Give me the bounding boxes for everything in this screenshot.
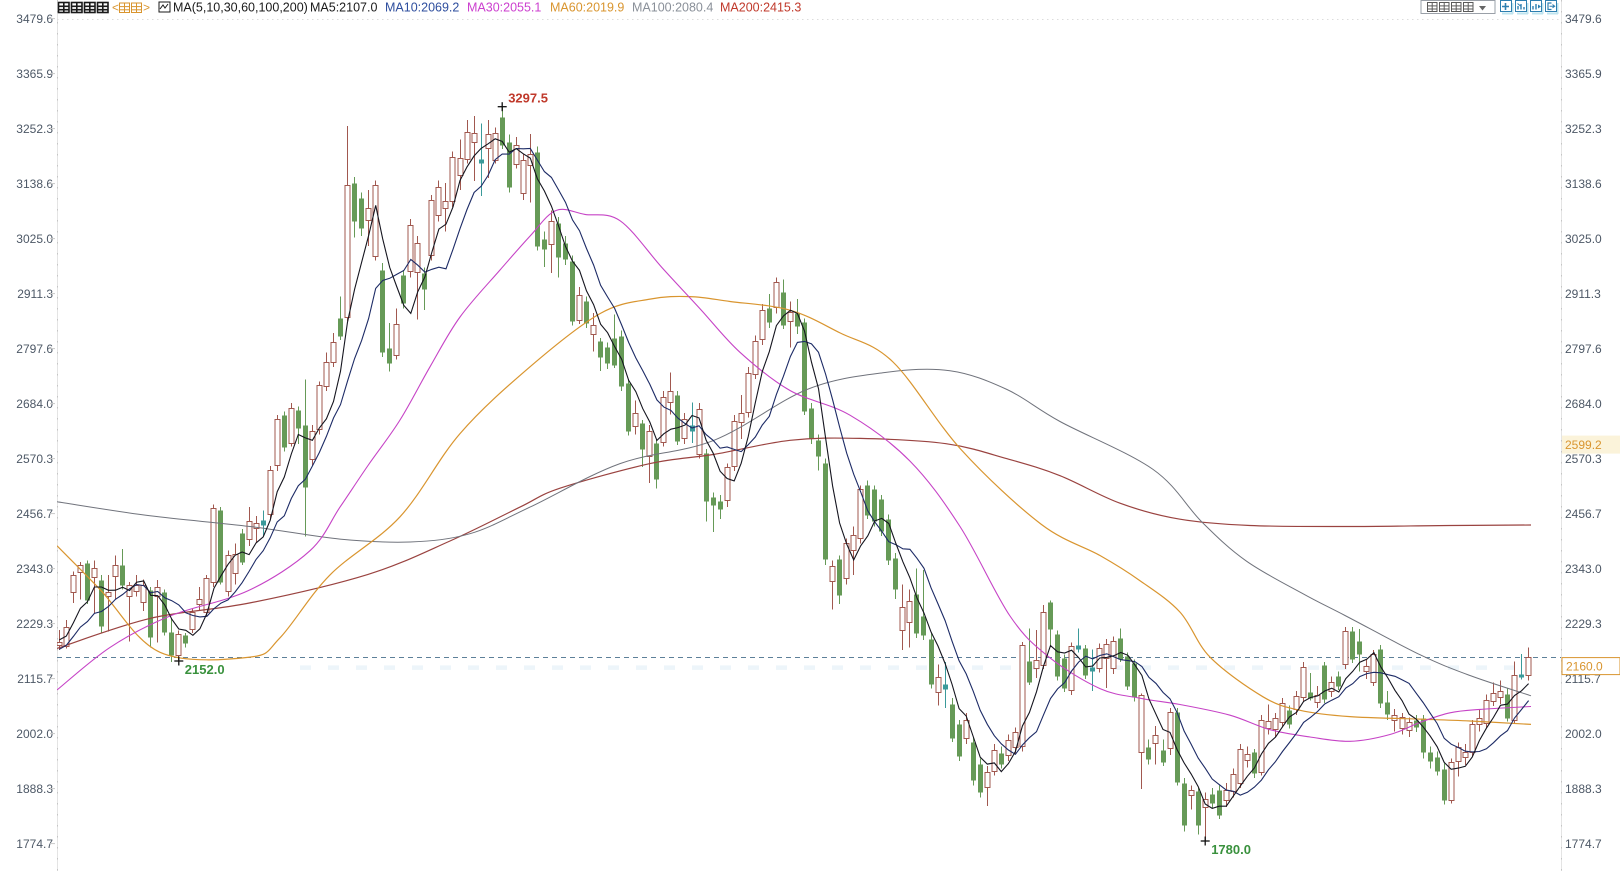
svg-text:2911.3: 2911.3 [1565,287,1601,301]
svg-text:2456.7: 2456.7 [16,507,53,521]
svg-text:2343.0: 2343.0 [16,562,53,576]
svg-text:2002.0: 2002.0 [16,727,53,741]
svg-text:MA30:2055.1: MA30:2055.1 [467,1,541,15]
svg-text:2684.0: 2684.0 [16,397,53,411]
svg-text:2570.3: 2570.3 [16,452,53,466]
svg-text:2797.6: 2797.6 [1565,342,1602,356]
svg-text:MA200:2415.3: MA200:2415.3 [720,1,801,15]
svg-text:3365.9: 3365.9 [16,67,53,81]
svg-text:3025.0: 3025.0 [16,232,53,246]
svg-text:3252.3: 3252.3 [1565,122,1602,136]
svg-text:2002.0: 2002.0 [1565,727,1602,741]
svg-text:2229.3: 2229.3 [16,617,53,631]
svg-text:3365.9: 3365.9 [1565,67,1602,81]
svg-text:2160.0: 2160.0 [1566,660,1603,674]
svg-text:2797.6: 2797.6 [16,342,53,356]
svg-text:3252.3: 3252.3 [16,122,53,136]
svg-text:2456.7: 2456.7 [1565,507,1602,521]
svg-text:2115.7: 2115.7 [1565,672,1601,686]
svg-text:2599.2: 2599.2 [1565,438,1602,452]
svg-text:3025.0: 3025.0 [1565,232,1602,246]
svg-text:2911.3: 2911.3 [17,287,53,301]
svg-text:MA100:2080.4: MA100:2080.4 [632,1,713,15]
svg-text:2229.3: 2229.3 [1565,617,1602,631]
svg-text:2152.0: 2152.0 [185,662,225,677]
svg-text:2343.0: 2343.0 [1565,562,1602,576]
svg-text:MA10:2069.2: MA10:2069.2 [385,1,459,15]
svg-text:3138.6: 3138.6 [16,177,53,191]
svg-text:1888.3: 1888.3 [16,782,53,796]
svg-text:2115.7: 2115.7 [17,672,53,686]
svg-text:MA5:2107.0: MA5:2107.0 [310,1,377,15]
svg-text:MA60:2019.9: MA60:2019.9 [550,1,624,15]
svg-text:1774.7: 1774.7 [16,837,53,851]
svg-text:2684.0: 2684.0 [1565,397,1602,411]
svg-text:3479.6: 3479.6 [1565,12,1602,26]
svg-text:<: < [112,1,119,15]
svg-text:3138.6: 3138.6 [1565,177,1602,191]
svg-text:2570.3: 2570.3 [1565,452,1602,466]
svg-text:3297.5: 3297.5 [508,91,548,106]
svg-text:1888.3: 1888.3 [1565,782,1602,796]
svg-text:3479.6: 3479.6 [16,12,53,26]
svg-text:MA(5,10,30,60,100,200): MA(5,10,30,60,100,200) [173,1,308,15]
svg-text:1774.7: 1774.7 [1565,837,1602,851]
svg-text:>: > [143,1,150,15]
svg-text:1780.0: 1780.0 [1211,842,1251,857]
